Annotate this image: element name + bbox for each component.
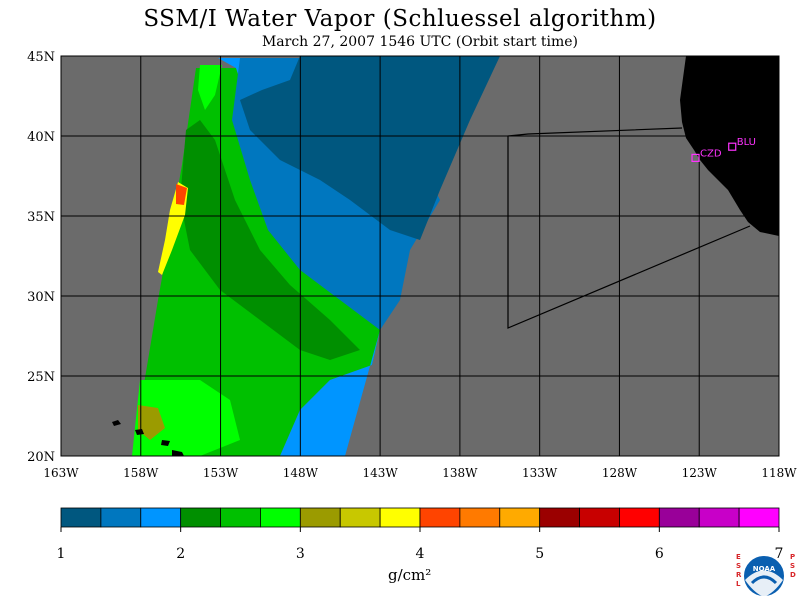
- swath-field-olive-patch: [138, 405, 165, 440]
- chart-subtitle: March 27, 2007 1546 UTC (Orbit start tim…: [261, 34, 579, 50]
- graticule: [61, 56, 779, 456]
- land-north-america: [680, 56, 779, 236]
- lon-tick-label: 158W: [123, 466, 159, 480]
- lat-tick-label: 20N: [27, 450, 55, 465]
- colorbar-swatch: [738, 507, 780, 528]
- colorbar-tick-label: 1: [57, 546, 66, 562]
- lon-tick-label: 128W: [602, 466, 638, 480]
- colorbar-units: g/cm²: [388, 566, 432, 584]
- lon-tick-label: 148W: [283, 466, 319, 480]
- colorbar-swatch: [60, 507, 102, 528]
- colorbar-swatch: [339, 507, 381, 528]
- land-hawaii-big: [172, 450, 184, 456]
- colorbar-labels: 1 2 3 4 5 6 7: [57, 527, 784, 562]
- colorbar-swatch: [100, 507, 142, 528]
- lon-tick-label: 138W: [442, 466, 478, 480]
- lon-tick-label: 153W: [203, 466, 239, 480]
- lon-tick-label: 163W: [43, 466, 79, 480]
- colorbar-tick-label: 2: [176, 546, 185, 562]
- swath-field-yellow-band: [158, 182, 188, 275]
- colorbar-tick-label: 3: [296, 546, 305, 562]
- colorbar-tick-label: 7: [775, 546, 784, 562]
- colorbar-swatch: [698, 507, 740, 528]
- longitude-labels: 163W 158W 153W 148W 143W 138W 133W 128W 123W 118W: [43, 466, 797, 480]
- colorbar-tick-label: 4: [416, 546, 425, 562]
- lon-tick-label: 143W: [362, 466, 398, 480]
- colorbar-swatch: [619, 507, 660, 528]
- lat-tick-label: 30N: [27, 290, 55, 305]
- colorbar-swatch: [499, 507, 541, 528]
- colorbar-swatch: [579, 507, 620, 528]
- colorbar-swatch: [658, 507, 700, 528]
- swath-field-bright-green-2: [198, 65, 222, 110]
- lat-tick-label: 25N: [27, 370, 55, 385]
- swath-field-bright-green: [132, 380, 240, 456]
- logo-text: NOAA: [753, 565, 776, 573]
- swath-field-dark-green: [180, 120, 360, 360]
- stations-layer: CZD BLU: [691, 137, 756, 162]
- colorbar-swatch: [459, 507, 501, 528]
- colorbar-swatch: [419, 507, 461, 528]
- colorbar-swatch: [180, 507, 221, 528]
- colorbar-swatch: [260, 507, 301, 528]
- plot-border: [60, 55, 780, 457]
- colorbar-swatch: [299, 507, 341, 528]
- station-marker: [691, 153, 700, 162]
- land-hawaii-kauai: [112, 420, 121, 426]
- station-label: BLU: [737, 137, 756, 148]
- colorbar-tick-label: 5: [535, 546, 544, 562]
- chart-title: SSM/I Water Vapor (Schluessel algorithm): [143, 6, 657, 32]
- colorbar-swatch: [220, 507, 261, 528]
- land-hawaii-maui: [161, 440, 170, 446]
- lat-tick-label: 35N: [27, 210, 55, 225]
- swath-field-dark-blue: [240, 56, 500, 240]
- station-label: CZD: [700, 148, 722, 159]
- lon-tick-label: 133W: [522, 466, 558, 480]
- track-outline: [507, 127, 751, 329]
- colorbar-swatch: [379, 507, 421, 528]
- lon-tick-label: 118W: [761, 466, 797, 480]
- colorbar-swatch: [140, 507, 182, 528]
- colorbar-swatch: [539, 507, 580, 528]
- swath-field-orange-core: [176, 184, 187, 205]
- lat-tick-label: 45N: [27, 50, 55, 65]
- lat-tick-label: 40N: [27, 130, 55, 145]
- station-marker: [728, 142, 737, 151]
- land-hawaii-oahu: [135, 429, 144, 435]
- colorbar: [60, 507, 780, 528]
- latitude-labels: 20N 25N 30N 35N 40N 45N: [27, 50, 55, 465]
- lon-tick-label: 123W: [682, 466, 718, 480]
- colorbar-tick-label: 6: [655, 546, 664, 562]
